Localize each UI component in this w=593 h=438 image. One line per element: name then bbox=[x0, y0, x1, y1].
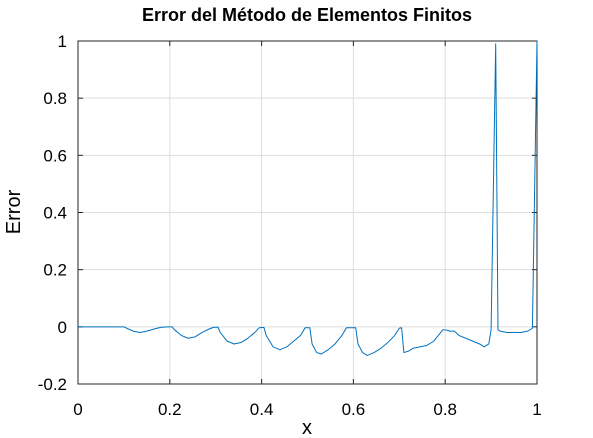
series-group bbox=[78, 40, 538, 356]
y-axis-label: Error bbox=[3, 189, 25, 234]
series-line-0 bbox=[78, 40, 538, 356]
y-tick-label: 0.4 bbox=[43, 204, 67, 223]
x-tick-label: 0 bbox=[73, 400, 82, 419]
y-tick-labels: -0.2 0 0.2 0.4 0.6 0.8 1 bbox=[38, 32, 67, 394]
y-tick-label: 0.2 bbox=[43, 261, 67, 280]
y-tick-label: -0.2 bbox=[38, 375, 67, 394]
y-tick-label: 0 bbox=[58, 318, 67, 337]
x-tick-label: 0.8 bbox=[433, 400, 457, 419]
y-tick-label: 1 bbox=[58, 32, 67, 51]
x-axis-label: x bbox=[302, 417, 312, 438]
x-tick-labels: 0 0.2 0.4 0.6 0.8 1 bbox=[73, 400, 541, 419]
y-tick-label: 0.6 bbox=[43, 146, 67, 165]
y-tick-label: 0.8 bbox=[43, 89, 67, 108]
x-tick-label: 0.6 bbox=[342, 400, 366, 419]
chart-title: Error del Método de Elementos Finitos bbox=[142, 5, 472, 25]
x-tick-label: 0.2 bbox=[158, 400, 182, 419]
x-tick-label: 0.4 bbox=[250, 400, 274, 419]
x-tick-label: 1 bbox=[532, 400, 541, 419]
